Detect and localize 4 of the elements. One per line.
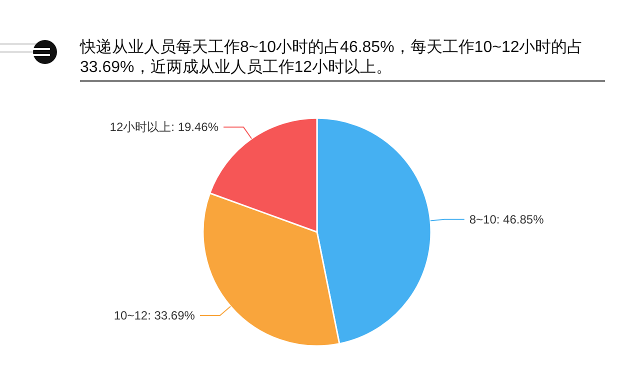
slice-label: 12小时以上: 19.46% bbox=[110, 120, 219, 134]
slice-label: 10~12: 33.69% bbox=[114, 308, 196, 322]
chart-title: 快递从业人员每天工作8~10小时的占46.85%，每天工作10~12小时的占33.69%，近两成从业人员工作12小时以上。 bbox=[80, 38, 584, 78]
slice-label: 8~10: 46.85% bbox=[469, 212, 544, 226]
